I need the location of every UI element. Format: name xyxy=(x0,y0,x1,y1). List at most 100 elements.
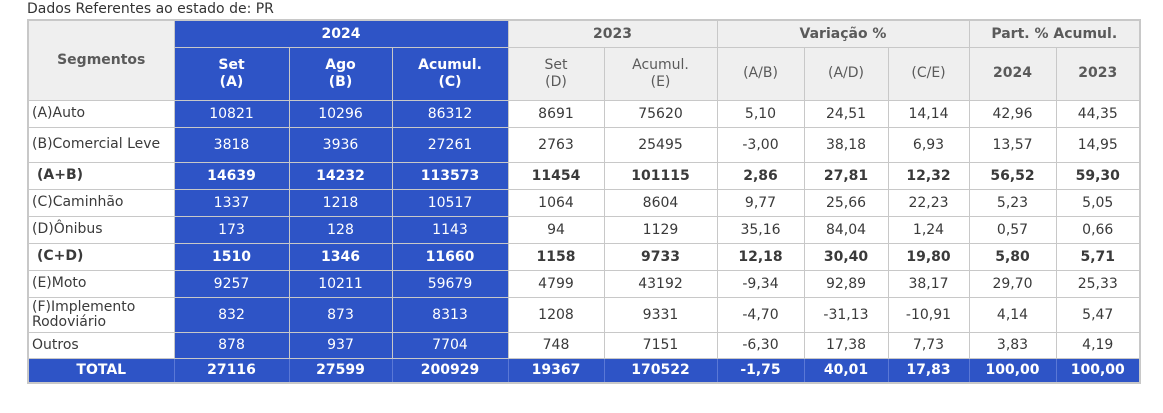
cell-ce: 1,24 xyxy=(887,215,970,244)
cell-ab: -9,34 xyxy=(716,269,805,298)
cell-p24: 5,80 xyxy=(968,242,1057,271)
header-part-2024: 2024 xyxy=(968,46,1057,101)
cell-ad: 30,40 xyxy=(803,242,889,271)
segment-label: (A)Auto xyxy=(27,99,175,128)
cell-p23: 59,30 xyxy=(1055,161,1141,190)
header-ce: (C/E) xyxy=(887,46,970,101)
cell-b: 1346 xyxy=(288,242,393,271)
segment-label: (A+B) xyxy=(27,161,175,190)
cell-p24: 56,52 xyxy=(968,161,1057,190)
cell-ab: -3,00 xyxy=(716,126,805,163)
cell-e: 170522 xyxy=(603,357,718,384)
cell-a: 27116 xyxy=(173,357,290,384)
cell-d: 19367 xyxy=(507,357,605,384)
cell-e: 1129 xyxy=(603,215,718,244)
header-set-d: Set (D) xyxy=(507,46,605,101)
cell-a: 1337 xyxy=(173,188,290,217)
cell-d: 8691 xyxy=(507,99,605,128)
cell-d: 4799 xyxy=(507,269,605,298)
cell-b: 128 xyxy=(288,215,393,244)
cell-ab: 12,18 xyxy=(716,242,805,271)
table-row: (A)Auto 10821 10296 86312 8691 75620 5,10 24,51… xyxy=(27,99,1141,128)
cell-e: 43192 xyxy=(603,269,718,298)
cell-p23: 44,35 xyxy=(1055,99,1141,128)
cell-e: 8604 xyxy=(603,188,718,217)
cell-a: 14639 xyxy=(173,161,290,190)
cell-a: 878 xyxy=(173,331,290,359)
header-group-part: Part. % Acumul. xyxy=(968,19,1141,48)
cell-c: 86312 xyxy=(391,99,509,128)
cell-c: 200929 xyxy=(391,357,509,384)
cell-d: 748 xyxy=(507,331,605,359)
cell-ad: 92,89 xyxy=(803,269,889,298)
cell-c: 7704 xyxy=(391,331,509,359)
cell-p24: 4,14 xyxy=(968,296,1057,333)
cell-p23: 100,00 xyxy=(1055,357,1141,384)
cell-p24: 0,57 xyxy=(968,215,1057,244)
segment-label: (C+D) xyxy=(27,242,175,271)
cell-ce: 22,23 xyxy=(887,188,970,217)
segment-table: Segmentos 2024 2023 Variação % Part. % A… xyxy=(27,19,1141,384)
header-part-2023: 2023 xyxy=(1055,46,1141,101)
cell-c: 113573 xyxy=(391,161,509,190)
cell-b: 27599 xyxy=(288,357,393,384)
segment-label: Outros xyxy=(27,331,175,359)
cell-p23: 5,05 xyxy=(1055,188,1141,217)
cell-c: 59679 xyxy=(391,269,509,298)
cell-p23: 5,71 xyxy=(1055,242,1141,271)
cell-p24: 5,23 xyxy=(968,188,1057,217)
header-ab: (A/B) xyxy=(716,46,805,101)
cell-e: 101115 xyxy=(603,161,718,190)
cell-b: 873 xyxy=(288,296,393,333)
cell-a: 10821 xyxy=(173,99,290,128)
cell-ab: 2,86 xyxy=(716,161,805,190)
cell-b: 10211 xyxy=(288,269,393,298)
header-ad: (A/D) xyxy=(803,46,889,101)
segment-label: (D)Ônibus xyxy=(27,215,175,244)
cell-p24: 13,57 xyxy=(968,126,1057,163)
table-row: (B)Comercial Leve 3818 3936 27261 2763 25495-… xyxy=(27,126,1141,163)
cell-ce: 12,32 xyxy=(887,161,970,190)
cell-a: 832 xyxy=(173,296,290,333)
cell-c: 11660 xyxy=(391,242,509,271)
cell-p23: 0,66 xyxy=(1055,215,1141,244)
header-group-2024: 2024 xyxy=(173,19,509,48)
header-group-variacao: Variação % xyxy=(716,19,970,48)
cell-d: 2763 xyxy=(507,126,605,163)
segment-label: (F)Implemento Rodoviário xyxy=(27,296,175,333)
cell-b: 937 xyxy=(288,331,393,359)
header-segmentos: Segmentos xyxy=(27,19,175,101)
cell-p24: 3,83 xyxy=(968,331,1057,359)
cell-ab: 35,16 xyxy=(716,215,805,244)
cell-ad: 24,51 xyxy=(803,99,889,128)
table-row: (F)Implemento Rodoviário 832 873 8313 1208 93… xyxy=(27,296,1141,333)
cell-c: 10517 xyxy=(391,188,509,217)
cell-ab: -4,70 xyxy=(716,296,805,333)
cell-b: 3936 xyxy=(288,126,393,163)
cell-ab: -6,30 xyxy=(716,331,805,359)
header-acum-e: Acumul. (E) xyxy=(603,46,718,101)
cell-c: 1143 xyxy=(391,215,509,244)
cell-ce: 17,83 xyxy=(887,357,970,384)
cell-ce: 14,14 xyxy=(887,99,970,128)
cell-d: 1064 xyxy=(507,188,605,217)
cell-a: 3818 xyxy=(173,126,290,163)
cell-ad: 84,04 xyxy=(803,215,889,244)
segment-label: TOTAL xyxy=(27,357,175,384)
cell-ad: 27,81 xyxy=(803,161,889,190)
cell-p24: 42,96 xyxy=(968,99,1057,128)
segment-label: (C)Caminhão xyxy=(27,188,175,217)
cell-b: 14232 xyxy=(288,161,393,190)
header-group-2023: 2023 xyxy=(507,19,718,48)
cell-p24: 100,00 xyxy=(968,357,1057,384)
segment-label: (E)Moto xyxy=(27,269,175,298)
cell-ce: 6,93 xyxy=(887,126,970,163)
cell-ad: 25,66 xyxy=(803,188,889,217)
table-row: Outros 878 937 7704 748 7151 -6,30 17,38 7,73 3,8… xyxy=(27,331,1141,359)
cell-d: 1208 xyxy=(507,296,605,333)
cell-c: 8313 xyxy=(391,296,509,333)
cell-p24: 29,70 xyxy=(968,269,1057,298)
cell-p23: 14,95 xyxy=(1055,126,1141,163)
cell-ad: -31,13 xyxy=(803,296,889,333)
header-acum-c: Acumul. (C) xyxy=(391,46,509,101)
